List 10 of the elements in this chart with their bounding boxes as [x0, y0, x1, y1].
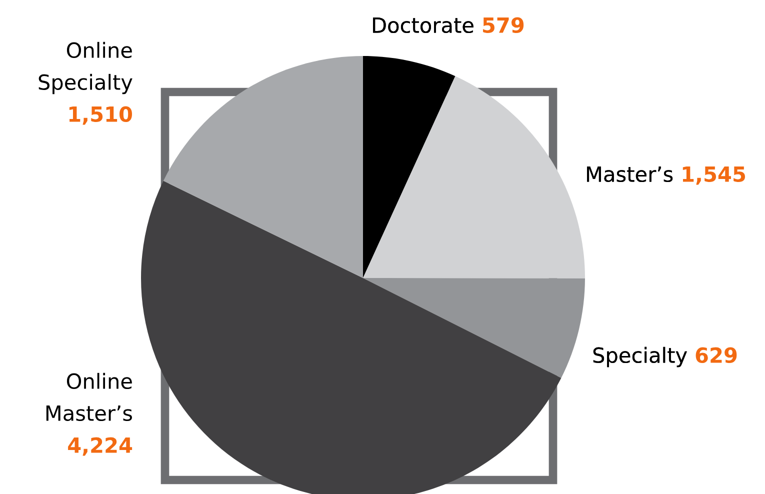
slice-label: Online Master’s: [46, 372, 132, 422]
slice-label: Online Specialty: [38, 42, 132, 94]
data-label: 1,545: [682, 166, 746, 185]
data-label: 579: [483, 17, 524, 34]
slice-label: Doctorate: [373, 18, 474, 34]
data-label: 1,510: [69, 106, 132, 125]
data-label: 629: [696, 347, 737, 364]
slice-label: Specialty: [593, 346, 687, 368]
slice-label: Master’s: [587, 166, 673, 182]
data-label: 4,224: [68, 437, 132, 456]
